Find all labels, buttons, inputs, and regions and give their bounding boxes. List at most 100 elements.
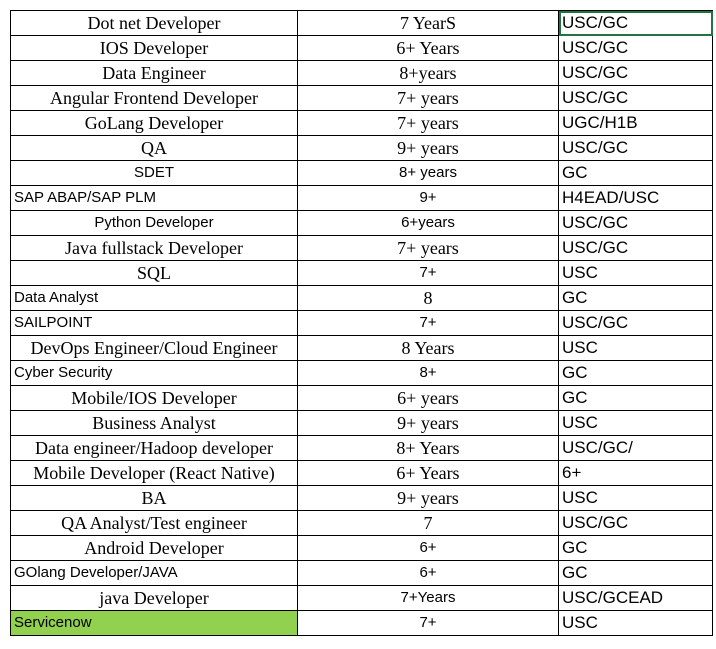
table-row: Cyber Security 8+ GC (10, 360, 713, 386)
visa-cell[interactable]: GC (558, 535, 713, 561)
visa-cell[interactable]: USC/GC (558, 310, 713, 336)
experience-cell[interactable]: 8+ Years (297, 435, 559, 461)
table-row: BA 9+ years USC (10, 485, 713, 511)
experience-cell[interactable]: 9+ years (297, 485, 559, 511)
table-row: IOS Developer 6+ Years USC/GC (10, 35, 713, 61)
visa-cell[interactable]: USC/GC (558, 210, 713, 236)
experience-cell[interactable]: 7+ years (297, 235, 559, 261)
table-row: Business Analyst 9+ years USC (10, 410, 713, 436)
table-row: Mobile/IOS Developer 6+ years GC (10, 385, 713, 411)
role-cell[interactable]: Dot net Developer (10, 10, 298, 36)
experience-cell[interactable]: 8+ years (297, 160, 559, 186)
role-cell[interactable]: SAILPOINT (10, 310, 298, 336)
experience-cell[interactable]: 7+ (297, 310, 559, 336)
visa-cell[interactable]: USC/GC (558, 235, 713, 261)
role-cell[interactable]: SAP ABAP/SAP PLM (10, 185, 298, 211)
visa-cell[interactable]: USC/GC (558, 135, 713, 161)
visa-cell[interactable]: USC/GC (558, 85, 713, 111)
visa-cell[interactable]: GC (558, 560, 713, 586)
role-cell[interactable]: Cyber Security (10, 360, 298, 386)
role-cell[interactable]: Data Engineer (10, 60, 298, 86)
experience-cell[interactable]: 8 Years (297, 335, 559, 361)
table-row: java Developer 7+Years USC/GCEAD (10, 585, 713, 611)
table-row: Dot net Developer 7 YearS USC/GC (10, 10, 713, 36)
experience-cell[interactable]: 6+ Years (297, 35, 559, 61)
role-cell[interactable]: Angular Frontend Developer (10, 85, 298, 111)
visa-cell[interactable]: USC/GC (558, 510, 713, 536)
table-row: QA 9+ years USC/GC (10, 135, 713, 161)
visa-cell[interactable]: USC/GC (558, 60, 713, 86)
role-cell[interactable]: Android Developer (10, 535, 298, 561)
table-row: Servicenow 7+ USC (10, 610, 713, 636)
spreadsheet-table: Dot net Developer 7 YearS USC/GC IOS Develo… (10, 10, 713, 636)
visa-cell[interactable]: USC (558, 485, 713, 511)
role-cell[interactable]: GOlang Developer/JAVA (10, 560, 298, 586)
role-cell[interactable]: Servicenow (10, 610, 298, 636)
experience-cell[interactable]: 7+Years (297, 585, 559, 611)
table-row: DevOps Engineer/Cloud Engineer 8 Years USC (10, 335, 713, 361)
role-cell[interactable]: SDET (10, 160, 298, 186)
experience-cell[interactable]: 7+ years (297, 110, 559, 136)
role-cell[interactable]: java Developer (10, 585, 298, 611)
experience-cell[interactable]: 7+ (297, 610, 559, 636)
role-cell[interactable]: Data engineer/Hadoop developer (10, 435, 298, 461)
table-row: Data Analyst 8 GC (10, 285, 713, 311)
role-cell[interactable]: Business Analyst (10, 410, 298, 436)
visa-cell[interactable]: H4EAD/USC (558, 185, 713, 211)
experience-cell[interactable]: 6+ (297, 560, 559, 586)
visa-cell[interactable]: UGC/H1B (558, 110, 713, 136)
role-cell[interactable]: Mobile/IOS Developer (10, 385, 298, 411)
experience-cell[interactable]: 6+ Years (297, 460, 559, 486)
role-cell[interactable]: GoLang Developer (10, 110, 298, 136)
visa-cell[interactable]: GC (558, 360, 713, 386)
table-row: Data Engineer 8+years USC/GC (10, 60, 713, 86)
visa-cell[interactable]: USC (558, 410, 713, 436)
table-row: QA Analyst/Test engineer 7 USC/GC (10, 510, 713, 536)
experience-cell[interactable]: 6+years (297, 210, 559, 236)
table-row: GoLang Developer 7+ years UGC/H1B (10, 110, 713, 136)
role-cell[interactable]: Python Developer (10, 210, 298, 236)
table-row: Angular Frontend Developer 7+ years USC/GC (10, 85, 713, 111)
table-row: Android Developer 6+ GC (10, 535, 713, 561)
visa-cell[interactable]: USC (558, 335, 713, 361)
table-row: Data engineer/Hadoop developer 8+ Years US… (10, 435, 713, 461)
experience-cell[interactable]: 9+ (297, 185, 559, 211)
experience-cell[interactable]: 7 (297, 510, 559, 536)
visa-cell[interactable]: GC (558, 285, 713, 311)
table-row: Java fullstack Developer 7+ years USC/GC (10, 235, 713, 261)
experience-cell[interactable]: 8+years (297, 60, 559, 86)
experience-cell[interactable]: 7 YearS (297, 10, 559, 36)
table-row: SAP ABAP/SAP PLM 9+ H4EAD/USC (10, 185, 713, 211)
role-cell[interactable]: BA (10, 485, 298, 511)
visa-cell[interactable]: USC (558, 260, 713, 286)
experience-cell[interactable]: 7+ years (297, 85, 559, 111)
role-cell[interactable]: IOS Developer (10, 35, 298, 61)
experience-cell[interactable]: 7+ (297, 260, 559, 286)
role-cell[interactable]: SQL (10, 260, 298, 286)
visa-cell[interactable]: USC/GC/ (558, 435, 713, 461)
experience-cell[interactable]: 9+ years (297, 410, 559, 436)
experience-cell[interactable]: 8 (297, 285, 559, 311)
role-cell[interactable]: DevOps Engineer/Cloud Engineer (10, 335, 298, 361)
table-row: Mobile Developer (React Native) 6+ Years 6… (10, 460, 713, 486)
visa-cell[interactable]: GC (558, 385, 713, 411)
visa-cell[interactable]: USC/GC (558, 35, 713, 61)
experience-cell[interactable]: 8+ (297, 360, 559, 386)
table-row: GOlang Developer/JAVA 6+ GC (10, 560, 713, 586)
visa-cell[interactable]: USC/GC (558, 10, 713, 36)
table-row: SDET 8+ years GC (10, 160, 713, 186)
role-cell[interactable]: Java fullstack Developer (10, 235, 298, 261)
visa-cell[interactable]: USC/GCEAD (558, 585, 713, 611)
role-cell[interactable]: Mobile Developer (React Native) (10, 460, 298, 486)
experience-cell[interactable]: 6+ (297, 535, 559, 561)
experience-cell[interactable]: 9+ years (297, 135, 559, 161)
role-cell[interactable]: Data Analyst (10, 285, 298, 311)
table-row: SAILPOINT 7+ USC/GC (10, 310, 713, 336)
role-cell[interactable]: QA Analyst/Test engineer (10, 510, 298, 536)
visa-cell[interactable]: USC (558, 610, 713, 636)
experience-cell[interactable]: 6+ years (297, 385, 559, 411)
visa-cell[interactable]: GC (558, 160, 713, 186)
role-cell[interactable]: QA (10, 135, 298, 161)
visa-cell[interactable]: 6+ (558, 460, 713, 486)
